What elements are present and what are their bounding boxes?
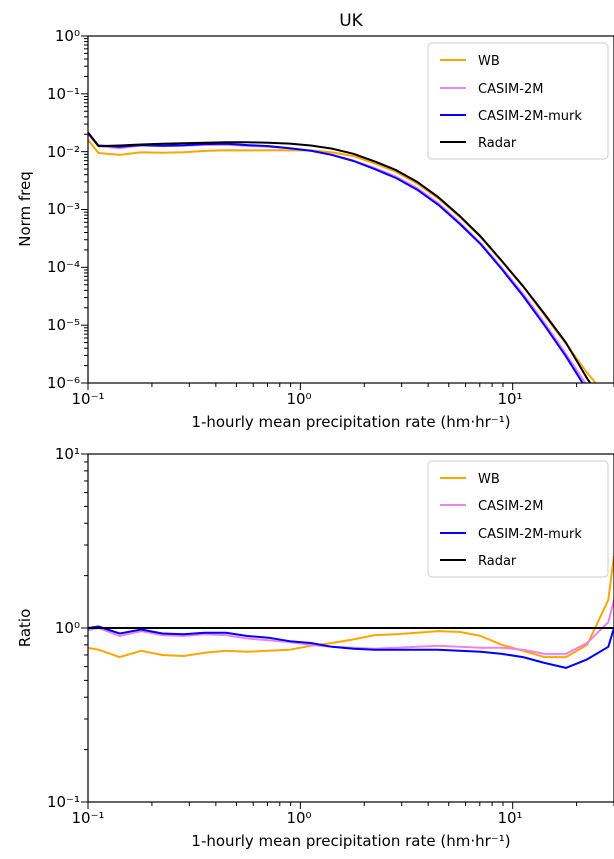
- series-layer: [88, 555, 614, 669]
- series-layer: [88, 131, 597, 383]
- x-tick-label: 10⁻¹: [71, 390, 104, 408]
- series-line-casim-2m-murk: [88, 132, 584, 383]
- legend-label-casim-2m: CASIM-2M: [478, 82, 543, 97]
- series-line-casim-2m-murk: [88, 625, 614, 669]
- y-tick-label: 10⁻²: [47, 143, 80, 161]
- ticks-layer: [81, 35, 614, 390]
- y-axis-label: Norm freq: [16, 171, 34, 247]
- x-tick-label: 10⁻¹: [71, 809, 104, 827]
- x-tick-label: 10¹: [497, 809, 522, 827]
- y-axis-label: Ratio: [16, 609, 34, 648]
- y-tick-label: 10⁻⁵: [47, 316, 80, 334]
- series-line-wb: [88, 139, 597, 383]
- x-axis-label: 1-hourly mean precipitation rate (hm·hr⁻…: [191, 413, 510, 431]
- legend-label-casim-2m: CASIM-2M: [478, 499, 543, 514]
- series-line-casim-2m: [88, 133, 587, 383]
- bottom-panel-ratio: 10⁻¹ 10⁰ 10¹ 10⁻¹ 10⁰ 10¹ 1-hourly mean …: [16, 445, 614, 850]
- x-axis-label: 1-hourly mean precipitation rate (hm·hr⁻…: [191, 832, 510, 850]
- legend-box: [427, 460, 609, 578]
- y-tick-label: 10⁻⁶: [47, 374, 80, 392]
- tick-labels: 10⁻¹ 10⁰ 10¹ 10⁻⁶ 10⁻⁵ 10⁻⁴ 10⁻³ 10⁻² 10…: [47, 27, 523, 408]
- x-tick-label: 10⁰: [286, 390, 311, 408]
- y-tick-label: 10⁰: [55, 27, 80, 45]
- series-line-radar: [88, 131, 592, 383]
- y-tick-label: 10¹: [55, 445, 80, 463]
- legend: WB CASIM-2M CASIM-2M-murk Radar: [427, 460, 609, 578]
- y-tick-label: 10⁻⁴: [47, 258, 80, 276]
- legend-label-radar: Radar: [478, 136, 517, 151]
- y-tick-label: 10⁰: [55, 619, 80, 637]
- y-tick-label: 10⁻¹: [47, 85, 80, 103]
- legend: WB CASIM-2M CASIM-2M-murk Radar: [427, 42, 609, 160]
- legend-label-casim-2m-murk: CASIM-2M-murk: [478, 527, 582, 542]
- ticks-layer: [81, 453, 614, 809]
- x-tick-label: 10¹: [497, 390, 522, 408]
- legend-label-wb: WB: [478, 472, 500, 487]
- legend-label-casim-2m-murk: CASIM-2M-murk: [478, 109, 582, 124]
- y-tick-label: 10⁻³: [47, 200, 80, 218]
- series-line-wb: [88, 555, 614, 659]
- legend-label-wb: WB: [478, 54, 500, 69]
- legend-label-radar: Radar: [478, 554, 517, 569]
- series-line-casim-2m: [88, 599, 614, 655]
- y-tick-label: 10⁻¹: [47, 793, 80, 811]
- top-panel-norm-freq: UK 10⁻¹ 10⁰ 10¹ 10⁻⁶ 10⁻⁵ 10⁻⁴ 10⁻³ 10⁻²…: [16, 11, 614, 431]
- chart-title: UK: [339, 11, 363, 31]
- tick-labels: 10⁻¹ 10⁰ 10¹ 10⁻¹ 10⁰ 10¹: [47, 445, 523, 827]
- legend-box: [427, 42, 609, 160]
- x-tick-label: 10⁰: [286, 809, 311, 827]
